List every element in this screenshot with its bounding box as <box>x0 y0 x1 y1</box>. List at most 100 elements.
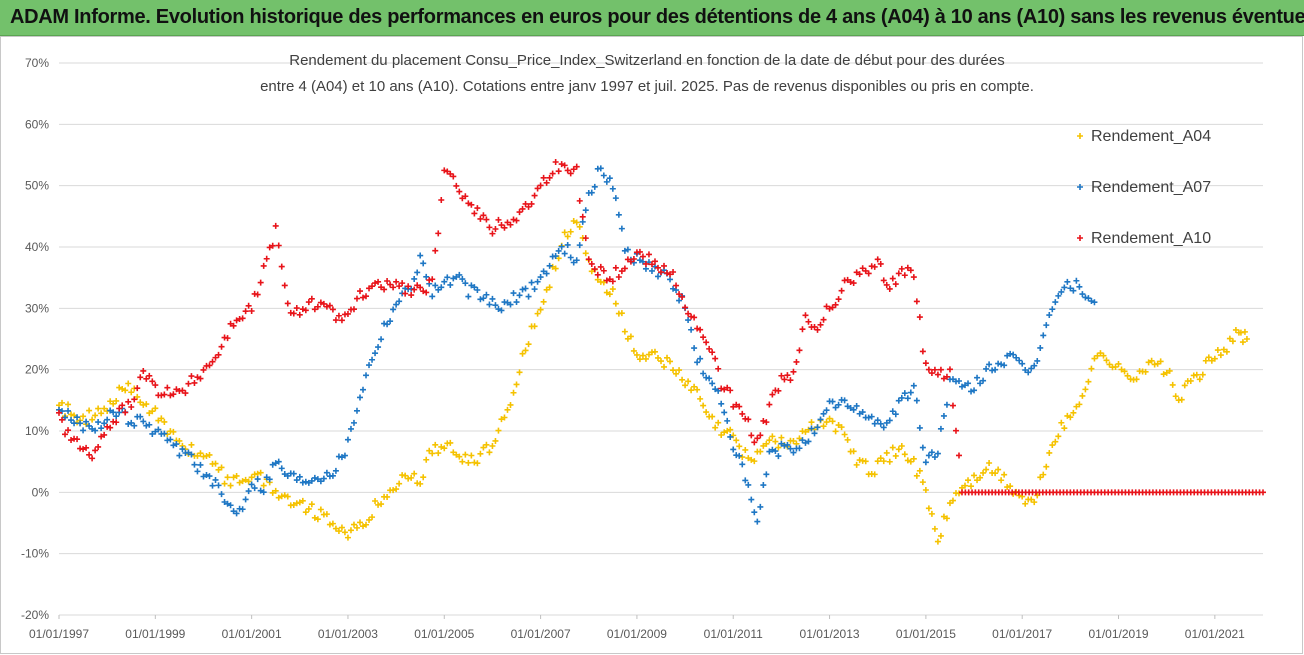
data-point-marker <box>197 450 204 457</box>
data-point-marker <box>281 492 288 499</box>
data-point-marker <box>396 480 403 487</box>
data-point-marker <box>188 373 195 380</box>
data-point-marker <box>477 296 484 303</box>
data-point-marker <box>889 444 896 451</box>
data-point-marker <box>143 375 150 382</box>
data-point-marker <box>387 281 394 288</box>
data-point-marker <box>411 275 418 282</box>
data-point-marker <box>676 367 683 374</box>
data-point-marker <box>814 326 821 333</box>
data-point-marker <box>1016 357 1023 364</box>
data-point-marker <box>507 301 514 308</box>
data-point-marker <box>489 295 496 302</box>
data-point-marker <box>862 458 869 465</box>
data-point-marker <box>474 205 481 212</box>
data-point-marker <box>456 453 463 460</box>
data-point-marker <box>682 382 689 389</box>
data-point-marker <box>95 405 102 412</box>
x-tick-label: 01/01/1997 <box>29 627 89 641</box>
data-point-marker <box>898 442 905 449</box>
data-point-marker <box>703 339 710 346</box>
data-point-marker <box>161 391 168 398</box>
data-point-marker <box>1243 336 1250 342</box>
data-point-marker <box>128 419 135 426</box>
data-point-marker <box>775 444 782 451</box>
data-point-marker <box>986 460 993 467</box>
y-tick-label: 70% <box>25 56 49 70</box>
data-point-marker <box>492 437 499 444</box>
data-point-marker <box>486 449 493 456</box>
data-point-marker <box>1052 299 1059 306</box>
data-point-marker <box>639 258 646 265</box>
data-point-marker <box>221 480 228 487</box>
data-point-marker <box>937 425 944 432</box>
data-point-marker <box>161 418 168 425</box>
data-point-marker <box>757 503 764 510</box>
data-point-marker <box>1178 396 1185 403</box>
data-point-marker <box>125 398 132 405</box>
data-point-marker <box>224 500 231 507</box>
data-point-marker <box>549 170 556 177</box>
data-point-marker <box>360 294 367 301</box>
data-point-marker <box>1094 352 1101 359</box>
data-point-marker <box>257 279 264 286</box>
data-point-marker <box>113 413 120 420</box>
data-point-marker <box>913 298 920 305</box>
data-point-marker <box>272 460 279 467</box>
data-point-marker <box>1145 359 1152 366</box>
data-point-marker <box>612 195 619 202</box>
data-point-marker <box>152 405 159 412</box>
data-point-marker <box>546 174 553 181</box>
data-point-marker <box>263 255 270 262</box>
data-point-marker <box>940 513 947 520</box>
data-point-marker <box>486 224 493 231</box>
data-point-marker <box>667 358 674 365</box>
data-point-marker <box>1077 133 1083 139</box>
data-point-marker <box>1064 412 1071 419</box>
data-point-marker <box>65 407 72 414</box>
data-point-marker <box>429 450 436 457</box>
data-point-marker <box>965 477 972 484</box>
data-point-marker <box>600 267 607 274</box>
data-point-marker <box>850 448 857 455</box>
data-point-marker <box>573 257 580 264</box>
data-point-marker <box>763 471 770 478</box>
data-point-marker <box>895 397 902 404</box>
data-point-marker <box>519 205 526 212</box>
data-point-marker <box>901 451 908 458</box>
data-point-marker <box>92 412 99 419</box>
data-point-marker <box>853 402 860 409</box>
data-point-marker <box>739 454 746 461</box>
data-point-marker <box>474 460 481 467</box>
y-tick-label: -20% <box>21 608 49 622</box>
data-point-marker <box>736 452 743 459</box>
data-point-marker <box>540 298 547 305</box>
data-point-marker <box>763 440 770 447</box>
data-point-marker <box>682 304 689 311</box>
y-tick-label: 40% <box>25 240 49 254</box>
data-point-marker <box>730 432 737 439</box>
data-point-marker <box>405 283 412 290</box>
data-point-marker <box>540 268 547 275</box>
data-point-marker <box>829 304 836 311</box>
data-point-marker <box>540 174 547 181</box>
data-point-marker <box>1172 393 1179 400</box>
data-point-marker <box>290 501 297 508</box>
data-point-marker <box>107 424 114 431</box>
data-point-marker <box>462 193 469 200</box>
data-point-marker <box>636 356 643 363</box>
x-tick-label: 01/01/2011 <box>704 627 763 641</box>
data-point-marker <box>92 427 99 434</box>
x-tick-label: 01/01/2001 <box>222 627 282 641</box>
data-point-marker <box>131 396 138 403</box>
data-point-marker <box>293 305 300 312</box>
data-point-marker <box>98 433 105 440</box>
data-point-marker <box>272 222 279 229</box>
data-point-marker <box>883 449 890 456</box>
data-point-marker <box>694 359 701 366</box>
data-point-marker <box>528 279 535 286</box>
data-point-marker <box>230 474 237 481</box>
data-point-marker <box>534 310 541 317</box>
data-point-marker <box>314 516 321 523</box>
data-point-marker <box>158 415 165 422</box>
